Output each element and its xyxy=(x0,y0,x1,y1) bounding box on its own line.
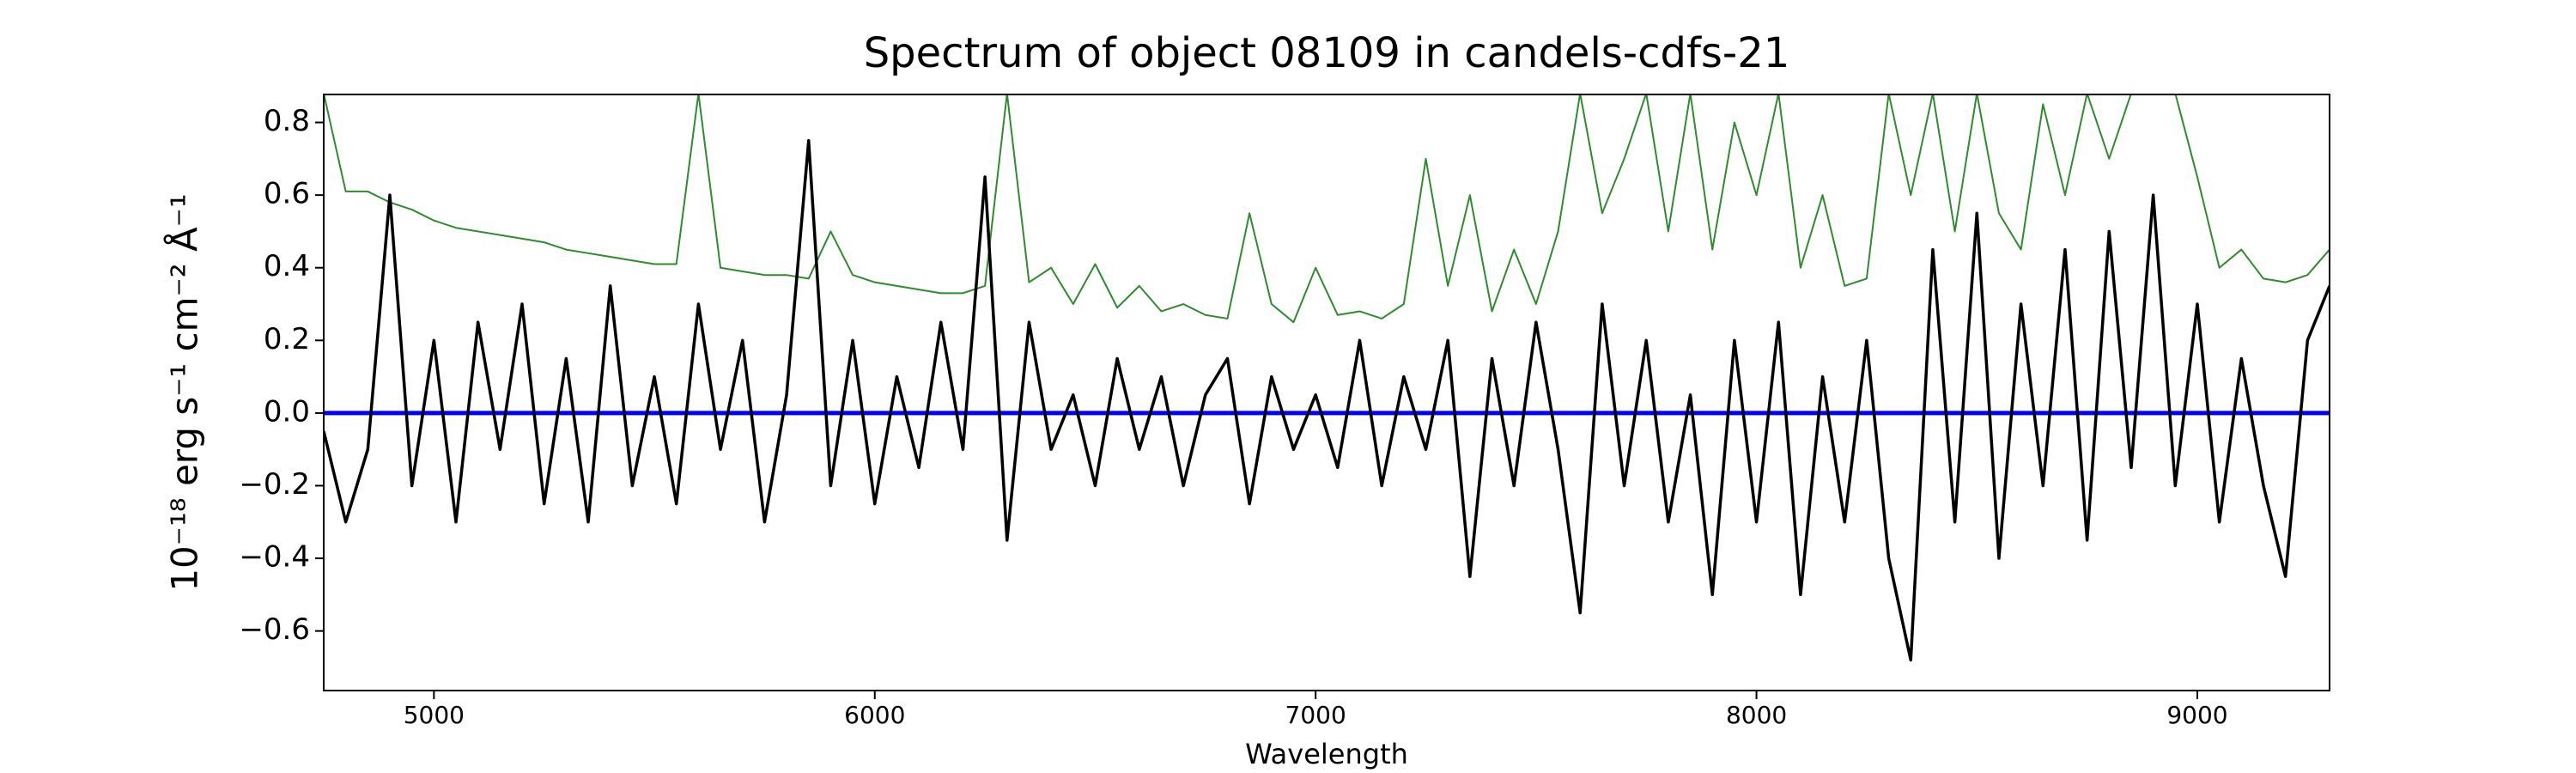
y-tick-label: −0.6 xyxy=(239,612,310,647)
y-tick-label: −0.4 xyxy=(239,540,310,575)
spectrum-line xyxy=(324,94,2330,324)
y-tick-label: 0.6 xyxy=(264,177,310,211)
y-tick-label: 0.2 xyxy=(264,322,310,356)
chart-title: Spectrum of object 08109 in candels-cdfs… xyxy=(864,29,1790,77)
plot-area xyxy=(324,94,2330,662)
x-tick-label: 7000 xyxy=(1285,701,1346,729)
x-axis-label: Wavelength xyxy=(1245,738,1408,770)
x-tick-label: 9000 xyxy=(2166,701,2227,729)
x-tick-label: 8000 xyxy=(1726,701,1787,729)
y-tick-label: 0.0 xyxy=(264,394,310,429)
y-tick-label: 0.4 xyxy=(264,249,310,283)
axes-frame xyxy=(323,94,2330,691)
x-tick-label: 6000 xyxy=(844,701,905,729)
y-axis-label: 10⁻¹⁸ erg s⁻¹ cm⁻² Å⁻¹ xyxy=(163,193,206,591)
y-tick-label: −0.2 xyxy=(239,467,310,502)
y-tick-label: 0.8 xyxy=(264,104,310,138)
spectrum-line xyxy=(324,138,2330,662)
x-tick-label: 5000 xyxy=(404,701,465,729)
